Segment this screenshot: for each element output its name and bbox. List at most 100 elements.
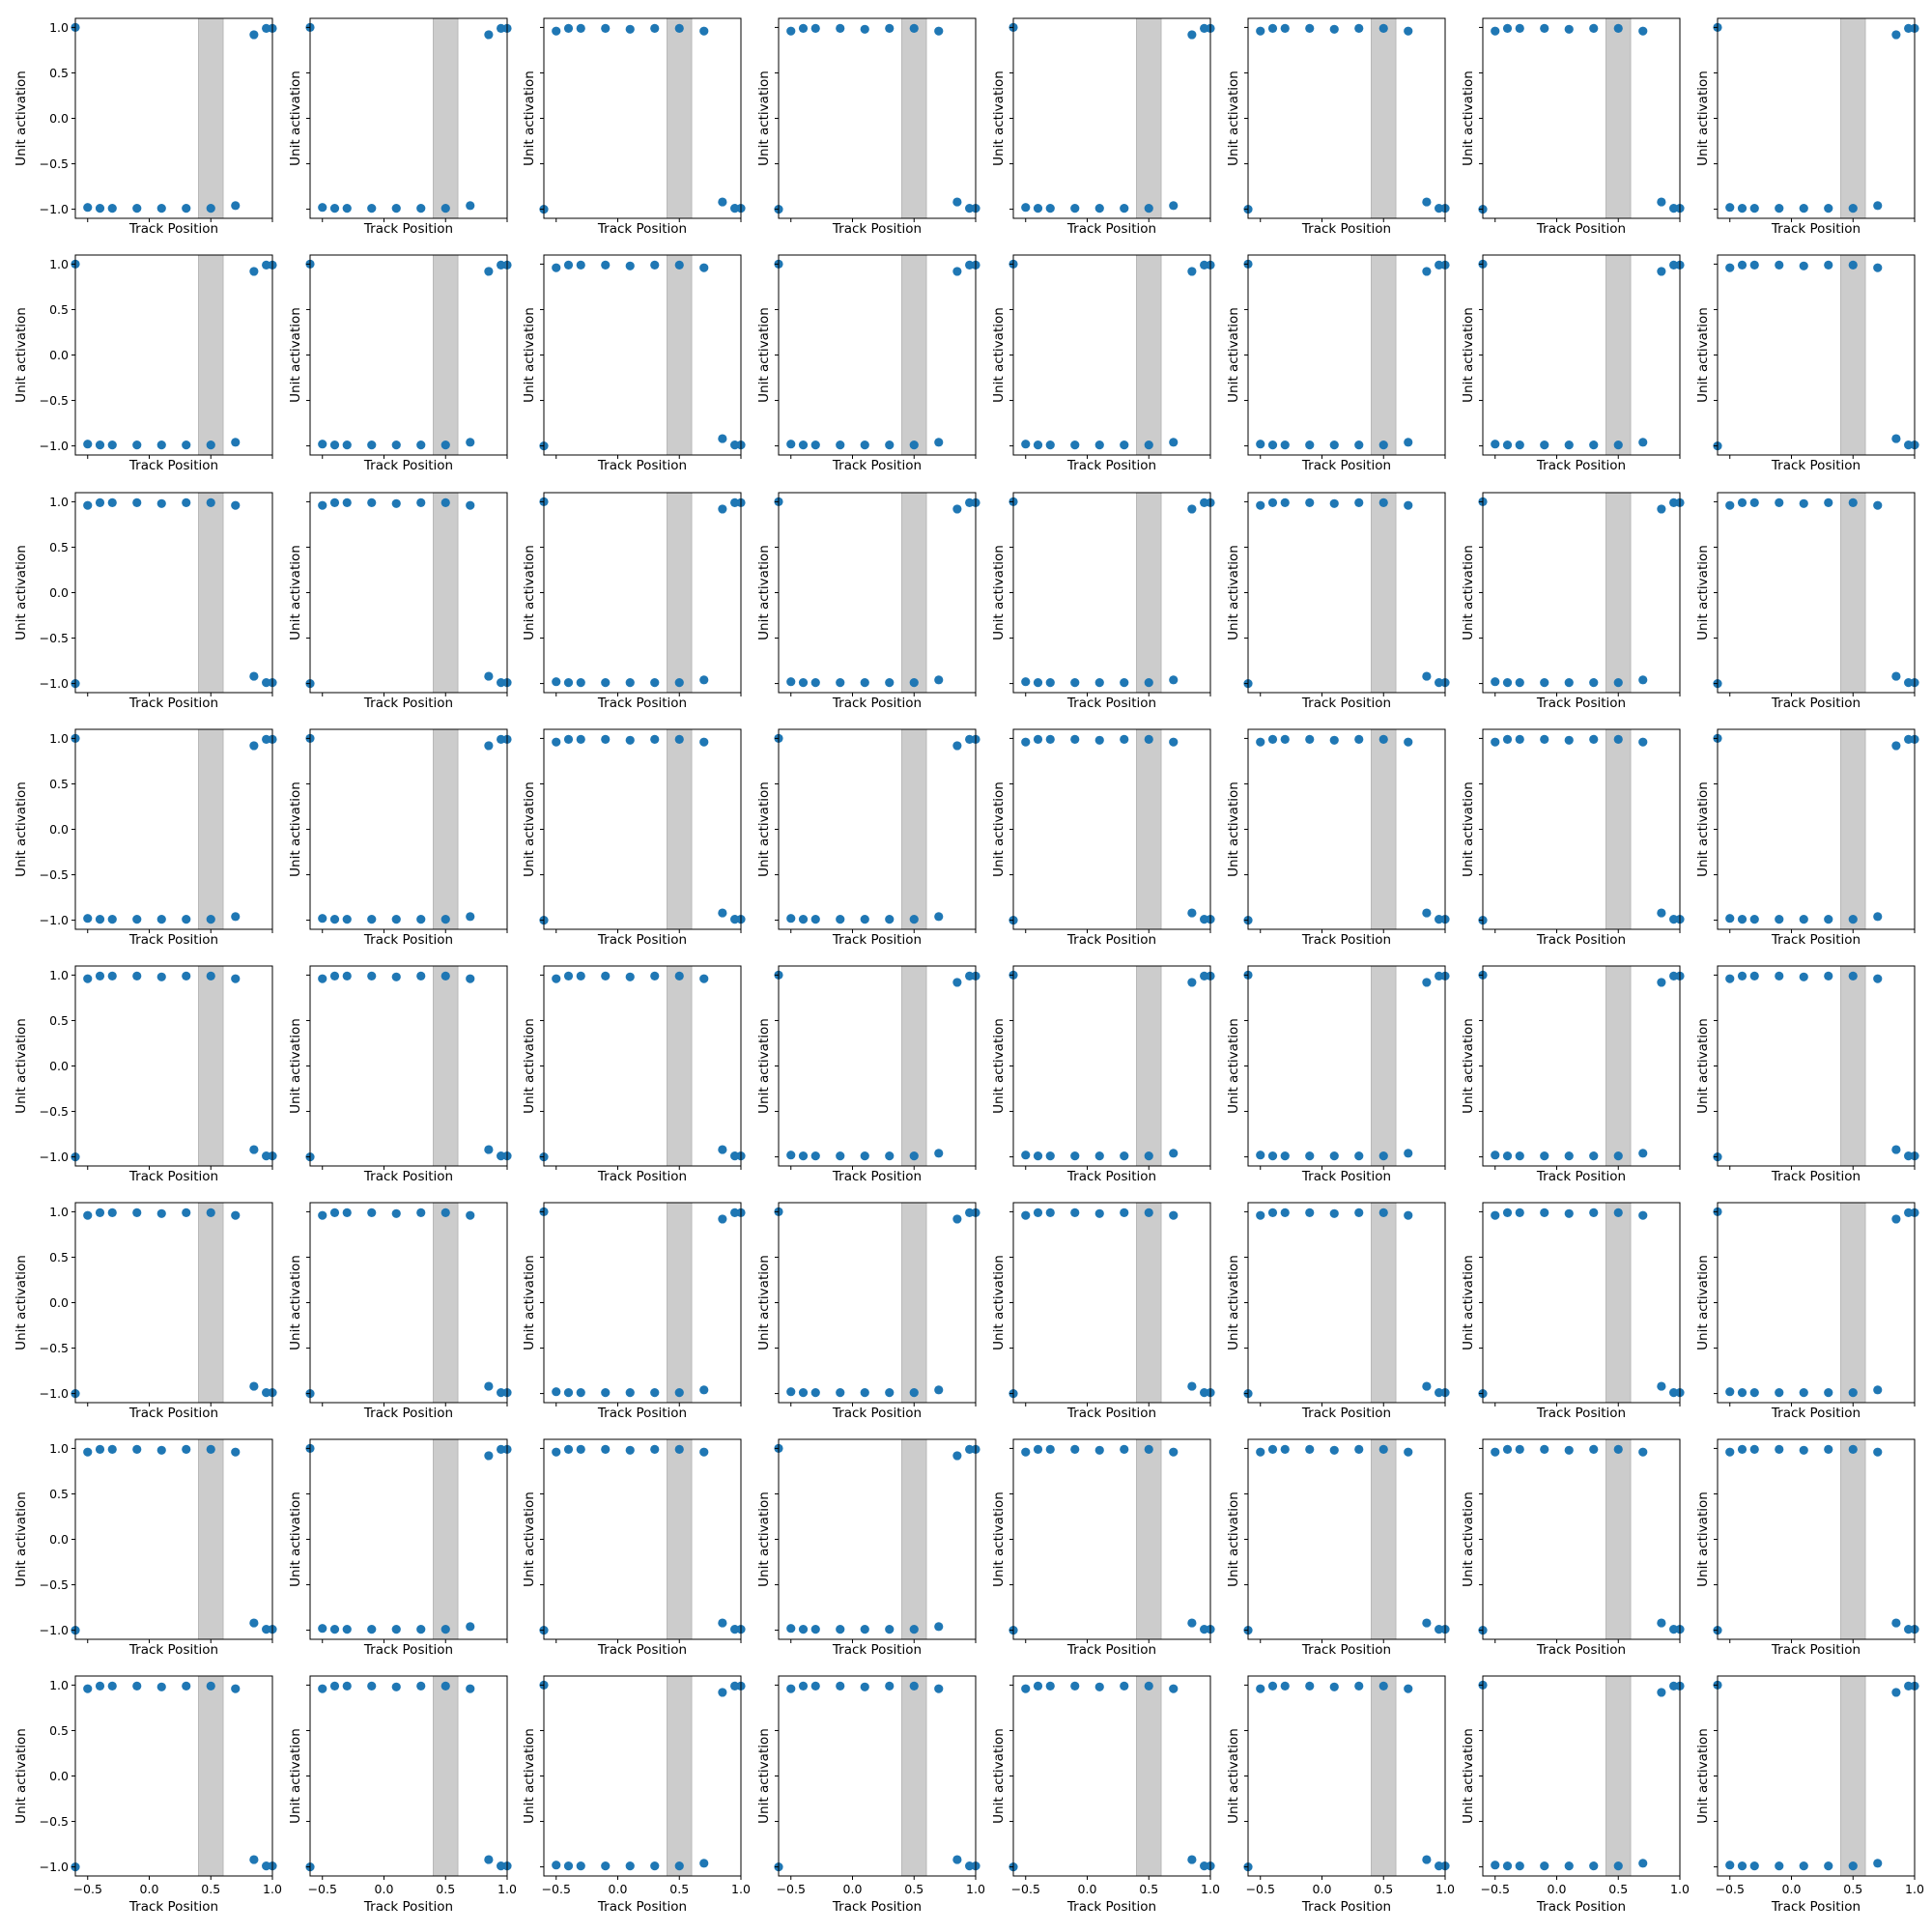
x-axis-label: Track Position — [832, 1169, 922, 1184]
shaded-band — [198, 965, 224, 1167]
data-point — [552, 26, 561, 36]
x-axis-label: Track Position — [832, 458, 922, 473]
subplot-r4-c4: Track Position Unit activation — [756, 728, 980, 948]
y-axis-label: Unit activation — [14, 307, 29, 403]
data-point — [1848, 971, 1858, 980]
data-point — [466, 438, 475, 447]
subplot-r7-c4: Track Position Unit activation — [756, 1438, 980, 1658]
data-point — [367, 204, 377, 213]
data-point — [601, 260, 611, 270]
x-axis-label: Track Position — [1301, 1899, 1391, 1915]
data-point — [1267, 1151, 1278, 1161]
data-point — [1799, 915, 1808, 924]
data-point — [965, 204, 975, 213]
subplot-r1-c7: Track Position Unit activation — [1461, 17, 1685, 237]
data-point — [1799, 261, 1808, 270]
data-point — [909, 440, 919, 450]
x-tick-label: 0.0 — [1313, 1882, 1332, 1896]
data-point — [576, 1861, 585, 1871]
shaded-band — [433, 1438, 459, 1640]
data-point — [156, 440, 166, 450]
shaded-band — [901, 1202, 927, 1404]
data-point — [83, 1684, 93, 1693]
shaded-band — [667, 1202, 693, 1404]
x-axis-label: Track Position — [597, 1406, 687, 1421]
shaded-band — [1371, 1202, 1397, 1404]
shaded-band — [667, 1438, 693, 1640]
data-point — [342, 1208, 352, 1217]
data-point — [107, 204, 117, 213]
y-axis-label: Unit activation — [1461, 307, 1476, 403]
data-point — [1354, 497, 1364, 507]
data-point — [1638, 438, 1648, 447]
data-point — [1824, 204, 1833, 213]
data-point — [1422, 1855, 1432, 1864]
data-point — [730, 497, 740, 507]
data-point — [1564, 1151, 1574, 1161]
data-point — [552, 677, 561, 687]
y-axis-label: Unit activation — [756, 781, 772, 877]
data-point — [249, 30, 259, 40]
data-point — [885, 1151, 895, 1161]
data-point — [625, 1861, 635, 1871]
data-point — [563, 678, 574, 688]
x-axis-label: Track Position — [1066, 1899, 1156, 1915]
shaded-band — [901, 492, 927, 694]
data-point — [156, 1682, 166, 1691]
data-point — [1354, 23, 1364, 33]
data-point — [836, 1681, 845, 1690]
shaded-band — [667, 492, 693, 694]
data-point — [952, 267, 962, 276]
data-point — [342, 1681, 352, 1690]
subplot-r5-c7: Track Position Unit activation — [1461, 965, 1685, 1184]
data-point — [1280, 734, 1290, 744]
data-point — [786, 1387, 796, 1397]
x-axis-label: Track Position — [597, 1899, 687, 1915]
shaded-band — [901, 728, 927, 930]
data-point — [132, 497, 142, 507]
y-tick-label: −0.5 — [40, 631, 69, 645]
y-tick-label: −1.0 — [40, 913, 69, 927]
x-tick-label: −0.5 — [1481, 1882, 1510, 1896]
data-point — [1515, 1861, 1524, 1871]
data-point — [1021, 737, 1031, 747]
data-point — [497, 678, 506, 688]
data-point — [1280, 497, 1290, 507]
data-point — [1491, 440, 1500, 449]
x-axis-label: Track Position — [363, 1642, 453, 1658]
x-axis-label: Track Position — [128, 1169, 218, 1184]
data-point — [965, 971, 975, 980]
data-point — [1070, 1681, 1080, 1690]
data-point — [1589, 1208, 1599, 1217]
x-tick-label: 1.0 — [1905, 1882, 1924, 1896]
data-point — [1749, 915, 1759, 924]
shaded-band — [433, 1202, 459, 1404]
data-point — [1120, 1208, 1129, 1217]
y-tick-label: −0.5 — [40, 1814, 69, 1829]
data-point — [1354, 1681, 1364, 1690]
x-tick-label: 1.0 — [1435, 1882, 1455, 1896]
data-point — [1891, 434, 1901, 443]
y-axis-label: Unit activation — [288, 1255, 303, 1350]
data-point — [1540, 23, 1549, 33]
data-point — [1305, 497, 1315, 507]
subplot-r1-c5: Track Position Unit activation — [991, 17, 1215, 237]
data-point — [1891, 30, 1901, 40]
data-point — [1638, 1859, 1648, 1868]
data-point — [1329, 24, 1339, 34]
data-point — [952, 1855, 962, 1864]
shaded-band — [1840, 1202, 1866, 1404]
data-point — [1256, 1210, 1265, 1220]
shaded-band — [667, 728, 693, 930]
data-point — [1045, 678, 1055, 688]
subplot-r4-c6: Track Position Unit activation — [1226, 728, 1450, 948]
data-point — [1021, 1684, 1031, 1693]
subplot-r6-c1: −1.0 −0.5 0.0 0.5 1.0 Track Position Unit acti… — [14, 1202, 277, 1421]
y-tick-label: 1.0 — [49, 1441, 69, 1456]
x-axis-label: Track Position — [1536, 1406, 1626, 1421]
data-point — [1256, 500, 1265, 510]
data-point — [934, 1149, 944, 1158]
data-point — [1515, 734, 1524, 744]
data-point — [1378, 23, 1388, 33]
data-point — [83, 1210, 93, 1220]
